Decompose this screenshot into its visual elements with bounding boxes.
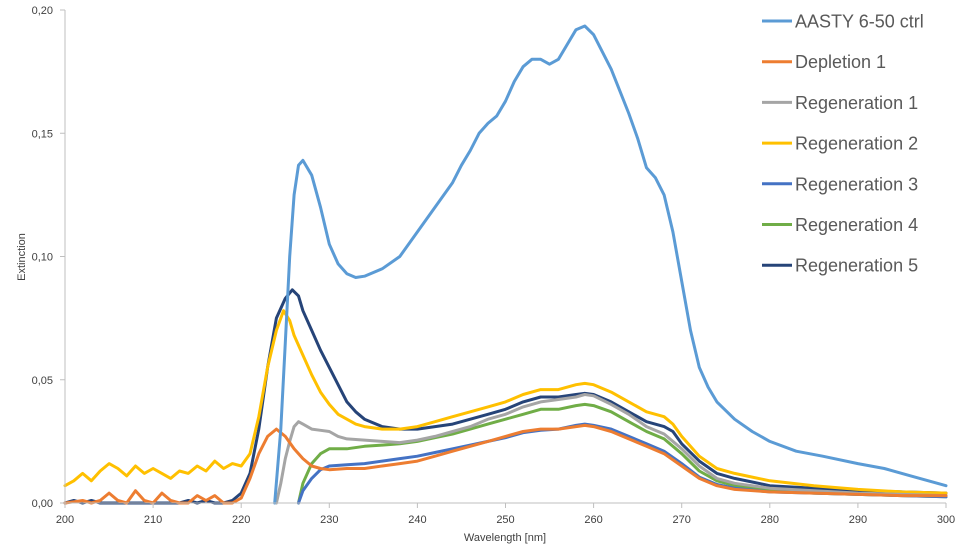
y-tick-label: 0,05 bbox=[32, 375, 53, 387]
x-tick-label: 260 bbox=[584, 514, 602, 526]
legend-label-regeneration-4: Regeneration 4 bbox=[795, 215, 918, 235]
y-axis-label: Extinction bbox=[16, 233, 28, 281]
x-tick-label: 270 bbox=[673, 514, 691, 526]
x-tick-label: 220 bbox=[232, 514, 250, 526]
series-line-regeneration-2 bbox=[63, 309, 948, 495]
tick-layer: 200 210 220 230 240 250 260 270 280 290 300 0,00 0,0… bbox=[32, 5, 956, 526]
x-tick-label: 230 bbox=[320, 514, 338, 526]
x-tick-label: 250 bbox=[496, 514, 514, 526]
legend-label-regeneration-2: Regeneration 2 bbox=[795, 134, 918, 154]
y-tick-label: 0,00 bbox=[32, 498, 53, 510]
series-line-regeneration-1 bbox=[274, 393, 948, 505]
y-tick-label: 0,10 bbox=[32, 252, 53, 264]
series-line-regeneration-4 bbox=[297, 402, 948, 505]
y-tick-label: 0,15 bbox=[32, 128, 53, 140]
series-line-aasty-6-50-ctrl bbox=[273, 24, 948, 505]
y-tick-label: 0,20 bbox=[32, 5, 53, 17]
x-tick-label: 210 bbox=[144, 514, 162, 526]
legend-label-regeneration-3: Regeneration 3 bbox=[795, 174, 918, 194]
x-axis-label: Wavelength [nm] bbox=[464, 532, 546, 544]
legend-label-aasty-6-50-ctrl: AASTY 6-50 ctrl bbox=[795, 12, 924, 32]
x-tick-label: 200 bbox=[56, 514, 74, 526]
legend-label-regeneration-1: Regeneration 1 bbox=[795, 93, 918, 113]
legend: AASTY 6-50 ctrl Depletion 1 Regeneration 1… bbox=[762, 12, 924, 276]
legend-label-regeneration-5: Regeneration 5 bbox=[795, 256, 918, 276]
legend-label-depletion-1: Depletion 1 bbox=[795, 52, 886, 72]
x-tick-label: 290 bbox=[849, 514, 867, 526]
x-tick-label: 300 bbox=[937, 514, 955, 526]
x-tick-label: 280 bbox=[761, 514, 779, 526]
x-tick-label: 240 bbox=[408, 514, 426, 526]
